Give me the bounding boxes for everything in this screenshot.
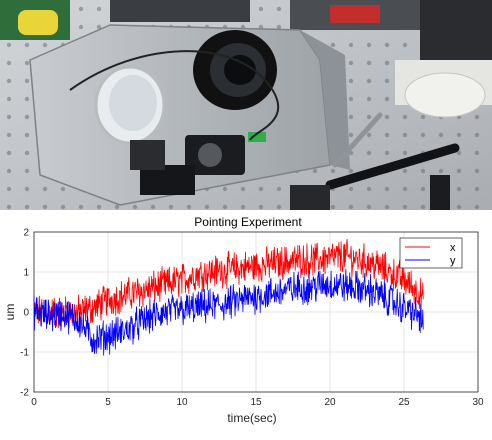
y-tick-label: 2	[23, 228, 29, 239]
series-line-x	[33, 239, 424, 329]
tick-labels: 0 5 10 15 20 25 30 -2 -1 0 1 2	[20, 228, 484, 409]
x-tick-label: 0	[31, 397, 37, 408]
x-tick-label: 5	[105, 397, 111, 408]
pointing-chart: Pointing Experiment 0 5 10 15 20 25 30-2-1012 …	[0, 210, 492, 440]
y-tick-label: -2	[20, 388, 29, 399]
x-tick-label: 15	[250, 397, 262, 408]
optics-lab-photo	[0, 0, 492, 210]
y-tick-label: -1	[20, 348, 29, 359]
series-layer	[33, 239, 424, 356]
y-tick-label: 0	[23, 308, 29, 319]
x-tick-label: 20	[324, 397, 336, 408]
legend: xy	[399, 237, 463, 269]
legend-label-x: x	[450, 242, 456, 254]
x-tick-label: 25	[398, 397, 410, 408]
legend-label-y: y	[450, 255, 456, 267]
y-axis-label: um	[3, 304, 17, 321]
series-line-y	[33, 269, 424, 356]
x-tick-label: 10	[176, 397, 188, 408]
chart-title: Pointing Experiment	[194, 215, 302, 229]
x-axis-label: time(sec)	[227, 411, 276, 425]
legend-box	[399, 237, 463, 269]
x-tick-label: 30	[472, 397, 484, 408]
y-tick-label: 1	[23, 268, 29, 279]
